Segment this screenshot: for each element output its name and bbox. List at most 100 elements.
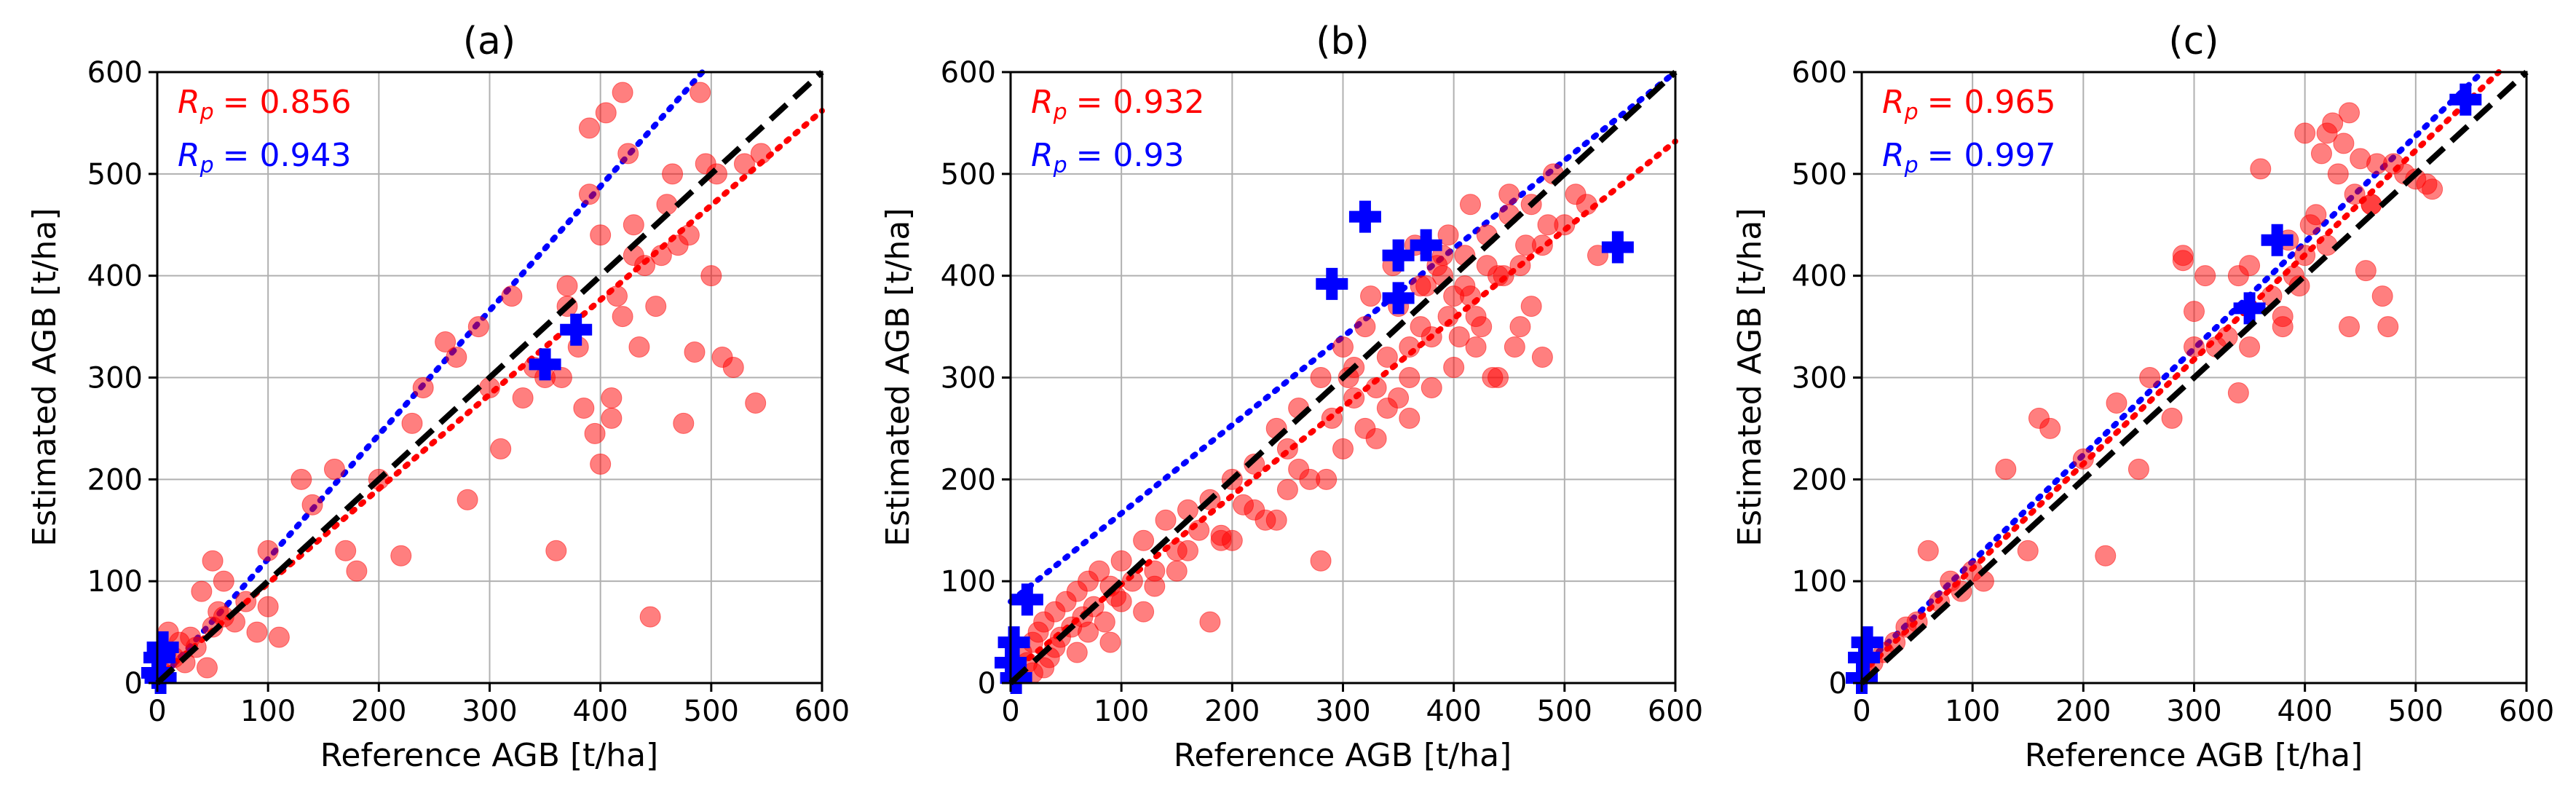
blue-plus-marker — [2233, 292, 2266, 325]
blue-plus-marker — [1382, 282, 1415, 315]
red-data-point — [1437, 224, 1459, 246]
red-data-point — [335, 540, 357, 561]
y-tick-label: 400 — [87, 260, 143, 293]
y-tick-label: 100 — [87, 565, 143, 599]
rp-blue-label: Rp = 0.997 — [1882, 137, 2055, 178]
identity-line — [155, 70, 824, 685]
red-data-point — [2227, 265, 2249, 287]
red-data-point — [2344, 184, 2366, 205]
x-tick-label: 400 — [2277, 695, 2332, 728]
rp-symbol: R — [178, 137, 200, 174]
red-data-point — [202, 550, 224, 572]
red-data-point — [1465, 336, 1487, 358]
blue-plus-marker — [146, 631, 179, 664]
data-points — [1846, 70, 2529, 695]
red-data-point — [1515, 234, 1537, 256]
red-data-point — [2194, 265, 2216, 287]
red-data-point — [2127, 458, 2149, 480]
red-data-point — [1443, 357, 1465, 379]
x-tick-label: 0 — [1852, 695, 1870, 728]
y-tick-label: 300 — [87, 362, 143, 395]
x-axis-label: Reference AGB [t/ha] — [2025, 737, 2363, 774]
red-data-point — [1471, 316, 1493, 338]
x-tick-label: 200 — [2055, 695, 2111, 728]
red-data-point — [1376, 347, 1398, 368]
red-data-point — [1210, 524, 1232, 546]
rp-symbol: R — [1031, 84, 1054, 121]
red-data-point — [1531, 347, 1553, 368]
x-tick-label: 500 — [2388, 695, 2443, 728]
rp-symbol: R — [1882, 84, 1905, 121]
red-data-point — [1310, 550, 1332, 572]
red-data-point — [1155, 509, 1177, 531]
panel-a: (a) 0 100 200 300 400 500 600 0 100 200 300 400 500 6… — [26, 20, 850, 774]
red-data-point — [2184, 301, 2205, 323]
red-data-point — [1316, 468, 1338, 490]
red-data-point — [612, 82, 633, 103]
red-data-point — [1498, 184, 1520, 205]
red-data-point — [745, 392, 767, 414]
blue-plus-marker — [1011, 583, 1043, 616]
blue-plus-marker — [1348, 200, 1381, 233]
y-tick-label: 0 — [1829, 667, 1847, 701]
rp-value: = 0.997 — [1927, 137, 2056, 174]
red-data-point — [612, 306, 633, 328]
red-data-point — [590, 453, 612, 475]
rp-value: = 0.93 — [1076, 137, 1185, 174]
red-data-point — [1415, 275, 1437, 297]
red-data-point — [1995, 458, 2017, 480]
red-data-point — [673, 412, 695, 434]
rp-subscript: p — [1904, 100, 1919, 125]
rp-value: = 0.943 — [223, 137, 352, 174]
blue-plus-marker — [997, 626, 1030, 659]
red-data-point — [1332, 336, 1354, 358]
y-tick-label: 500 — [1792, 158, 1847, 192]
red-data-point — [2422, 178, 2443, 200]
red-data-point — [1177, 540, 1198, 561]
red-data-point — [2227, 382, 2249, 403]
blue-plus-marker — [560, 313, 593, 346]
red-data-point — [1426, 255, 1448, 277]
red-data-point — [1509, 255, 1531, 277]
red-data-point — [467, 316, 489, 338]
red-data-point — [1133, 601, 1155, 623]
x-tick-label: 0 — [1001, 695, 1019, 728]
red-data-point — [412, 376, 434, 398]
red-data-point — [2377, 316, 2399, 338]
red-data-point — [2305, 204, 2327, 226]
x-tick-label: 300 — [1315, 695, 1370, 728]
y-tick-label: 200 — [1792, 463, 1847, 497]
blue-plus-marker — [1316, 267, 1348, 300]
x-axis-label: Reference AGB [t/ha] — [1174, 737, 1512, 774]
red-data-point — [257, 596, 279, 618]
red-data-point — [733, 153, 755, 175]
blue-plus-marker — [1601, 231, 1634, 264]
rp-subscript: p — [199, 153, 214, 178]
red-data-point — [2310, 143, 2332, 165]
y-tick-label: 600 — [1792, 56, 1847, 90]
y-tick-label: 300 — [941, 362, 996, 395]
red-data-point — [1343, 387, 1365, 409]
y-tick-label: 400 — [941, 260, 996, 293]
rp-red-label: Rp = 0.856 — [178, 84, 351, 125]
rp-value: = 0.932 — [1076, 84, 1205, 121]
x-tick-label: 600 — [2499, 695, 2554, 728]
red-data-point — [1094, 611, 1115, 633]
red-data-point — [2095, 545, 2117, 567]
panel-title: (c) — [2168, 20, 2219, 63]
identity-line — [1860, 70, 2529, 685]
red-data-point — [1476, 255, 1498, 277]
y-tick-label: 200 — [941, 463, 996, 497]
red-data-point — [191, 580, 213, 602]
panel-title: (b) — [1316, 20, 1370, 63]
red-data-point — [2288, 275, 2310, 297]
red-data-point — [2339, 316, 2360, 338]
data-points — [141, 70, 824, 695]
red-data-point — [1437, 306, 1459, 328]
y-tick-label: 0 — [978, 667, 996, 701]
red-data-point — [2327, 163, 2349, 185]
y-tick-label: 500 — [87, 158, 143, 192]
red-data-point — [213, 570, 234, 592]
red-data-point — [2072, 448, 2094, 470]
